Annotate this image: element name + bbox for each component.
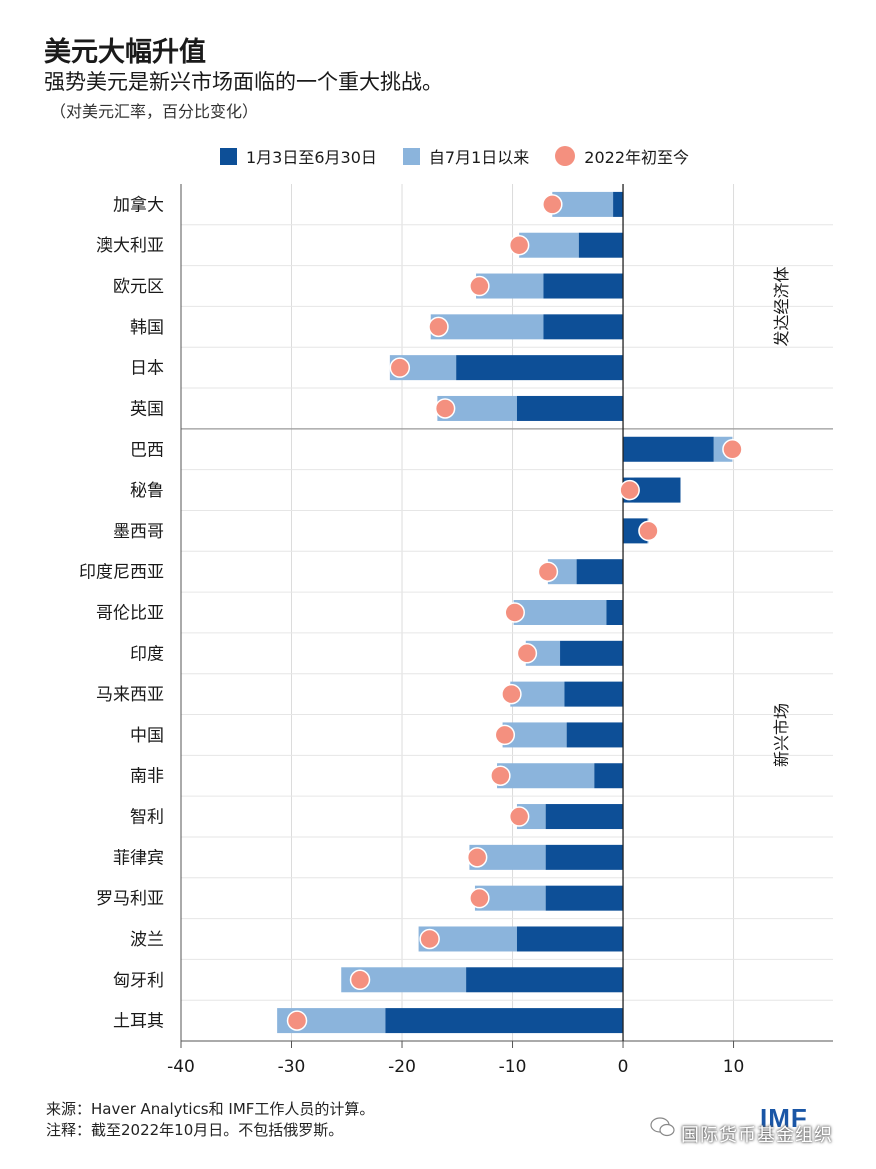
category-label: 英国 bbox=[130, 399, 164, 419]
x-tick-label: 0 bbox=[618, 1057, 629, 1077]
category-label: 澳大利亚 bbox=[96, 236, 164, 256]
x-tick-label: -10 bbox=[499, 1057, 527, 1077]
bar-jan-jun bbox=[576, 559, 624, 585]
bar-jan-jun bbox=[623, 436, 714, 462]
x-tick-label: -20 bbox=[388, 1057, 416, 1077]
bar-jan-jun bbox=[545, 844, 624, 870]
source-note: 来源：Haver Analytics和 IMF工作人员的计算。 bbox=[46, 1100, 375, 1118]
ytd-dot bbox=[389, 357, 411, 378]
category-label: 南非 bbox=[130, 767, 164, 787]
ytd-dot bbox=[638, 520, 659, 542]
chart-subtitle: 强势美元是新兴市场面临的一个重大挑战。 bbox=[44, 70, 443, 94]
bar-jan-jun bbox=[545, 885, 624, 911]
ytd-dot bbox=[494, 724, 516, 746]
bar-jan-jun bbox=[578, 232, 624, 258]
bar-jan-jun bbox=[543, 314, 624, 340]
ytd-dot bbox=[428, 316, 449, 338]
bar-since-jul bbox=[513, 600, 607, 625]
bar-jan-jun bbox=[385, 1008, 624, 1034]
legend-label-h1: 1月3日至6月30日 bbox=[246, 148, 377, 167]
bar-chart: 加拿大澳大利亚欧元区韩国日本英国巴西秘鲁墨西哥印度尼西亚哥伦比亚印度马来西亚中国… bbox=[79, 184, 833, 1077]
bar-jan-jun bbox=[564, 681, 624, 707]
ytd-dot bbox=[286, 1010, 308, 1031]
category-label: 菲律宾 bbox=[113, 848, 164, 868]
ytd-dot bbox=[516, 643, 538, 664]
category-label: 罗马利亚 bbox=[96, 889, 164, 909]
x-tick-label: 10 bbox=[723, 1057, 745, 1077]
ytd-dot bbox=[542, 194, 563, 215]
legend-label-h2: 自7月1日以来 bbox=[428, 148, 530, 167]
ytd-dot bbox=[469, 887, 490, 909]
bar-since-jul bbox=[497, 763, 595, 789]
x-tick-label: -40 bbox=[167, 1057, 195, 1077]
bar-jan-jun bbox=[543, 273, 624, 299]
bar-jan-jun bbox=[466, 967, 624, 993]
x-tick-label: -30 bbox=[278, 1057, 306, 1077]
legend-item-h1: 1月3日至6月30日 bbox=[220, 144, 377, 168]
category-label: 波兰 bbox=[130, 930, 164, 950]
ytd-dot bbox=[419, 928, 440, 950]
category-label: 巴西 bbox=[130, 440, 164, 460]
watermark-text: 国际货币基金组织 bbox=[681, 1125, 833, 1146]
legend-item-h2: 自7月1日以来 bbox=[402, 144, 530, 168]
category-label: 匈牙利 bbox=[113, 971, 164, 991]
ytd-dot bbox=[508, 234, 530, 256]
bar-jan-jun bbox=[516, 926, 624, 952]
bar-jan-jun bbox=[606, 600, 624, 625]
chart-title: 美元大幅升值 bbox=[44, 37, 206, 68]
group-label: 发达经济体 bbox=[772, 266, 791, 346]
category-label: 韩国 bbox=[130, 318, 164, 338]
legend-item-ytd: 2022年初至今 bbox=[555, 144, 689, 168]
category-label: 日本 bbox=[130, 359, 164, 379]
category-label: 印度尼西亚 bbox=[79, 563, 164, 583]
category-label: 墨西哥 bbox=[113, 522, 164, 542]
legend-label-ytd: 2022年初至今 bbox=[584, 148, 690, 167]
bar-jan-jun bbox=[613, 191, 624, 217]
ytd-dot bbox=[490, 765, 511, 786]
category-label: 智利 bbox=[130, 808, 164, 828]
ytd-dot bbox=[619, 479, 640, 501]
group-label: 新兴市场 bbox=[772, 703, 791, 767]
ytd-dot bbox=[501, 683, 522, 705]
ytd-dot bbox=[469, 275, 490, 297]
legend-dot-ytd bbox=[555, 146, 576, 166]
legend-swatch-h1 bbox=[220, 147, 237, 165]
ytd-dot bbox=[537, 561, 559, 582]
ytd-dot bbox=[508, 806, 530, 827]
ytd-dot bbox=[434, 398, 456, 419]
legend-swatch-h2 bbox=[402, 147, 420, 165]
unit-note: （对美元汇率，百分比变化） bbox=[50, 102, 259, 121]
bar-jan-jun bbox=[566, 722, 624, 748]
ytd-dot bbox=[722, 439, 743, 460]
footnote: 注释：截至2022年10月日。不包括俄罗斯。 bbox=[46, 1121, 344, 1139]
bar-jan-jun bbox=[545, 804, 624, 830]
category-label: 欧元区 bbox=[113, 277, 164, 297]
chart-legend: 1月3日至6月30日 自7月1日以来 2022年初至今 bbox=[220, 144, 715, 168]
bar-jan-jun bbox=[560, 640, 624, 666]
ytd-dot bbox=[349, 969, 371, 991]
category-label: 哥伦比亚 bbox=[96, 604, 164, 624]
category-label: 印度 bbox=[130, 644, 164, 664]
bar-jan-jun bbox=[594, 763, 624, 789]
category-label: 中国 bbox=[130, 726, 164, 746]
category-label: 加拿大 bbox=[113, 194, 164, 215]
category-label: 土耳其 bbox=[113, 1012, 164, 1032]
wechat-icon bbox=[650, 1117, 675, 1137]
ytd-dot bbox=[466, 847, 488, 868]
ytd-dot bbox=[504, 602, 525, 623]
bar-jan-jun bbox=[516, 395, 624, 421]
category-label: 马来西亚 bbox=[96, 685, 164, 705]
category-label: 秘鲁 bbox=[130, 481, 164, 501]
bar-since-jul bbox=[430, 314, 544, 340]
bar-jan-jun bbox=[456, 355, 624, 381]
imf-logo: IMF bbox=[760, 1103, 808, 1133]
